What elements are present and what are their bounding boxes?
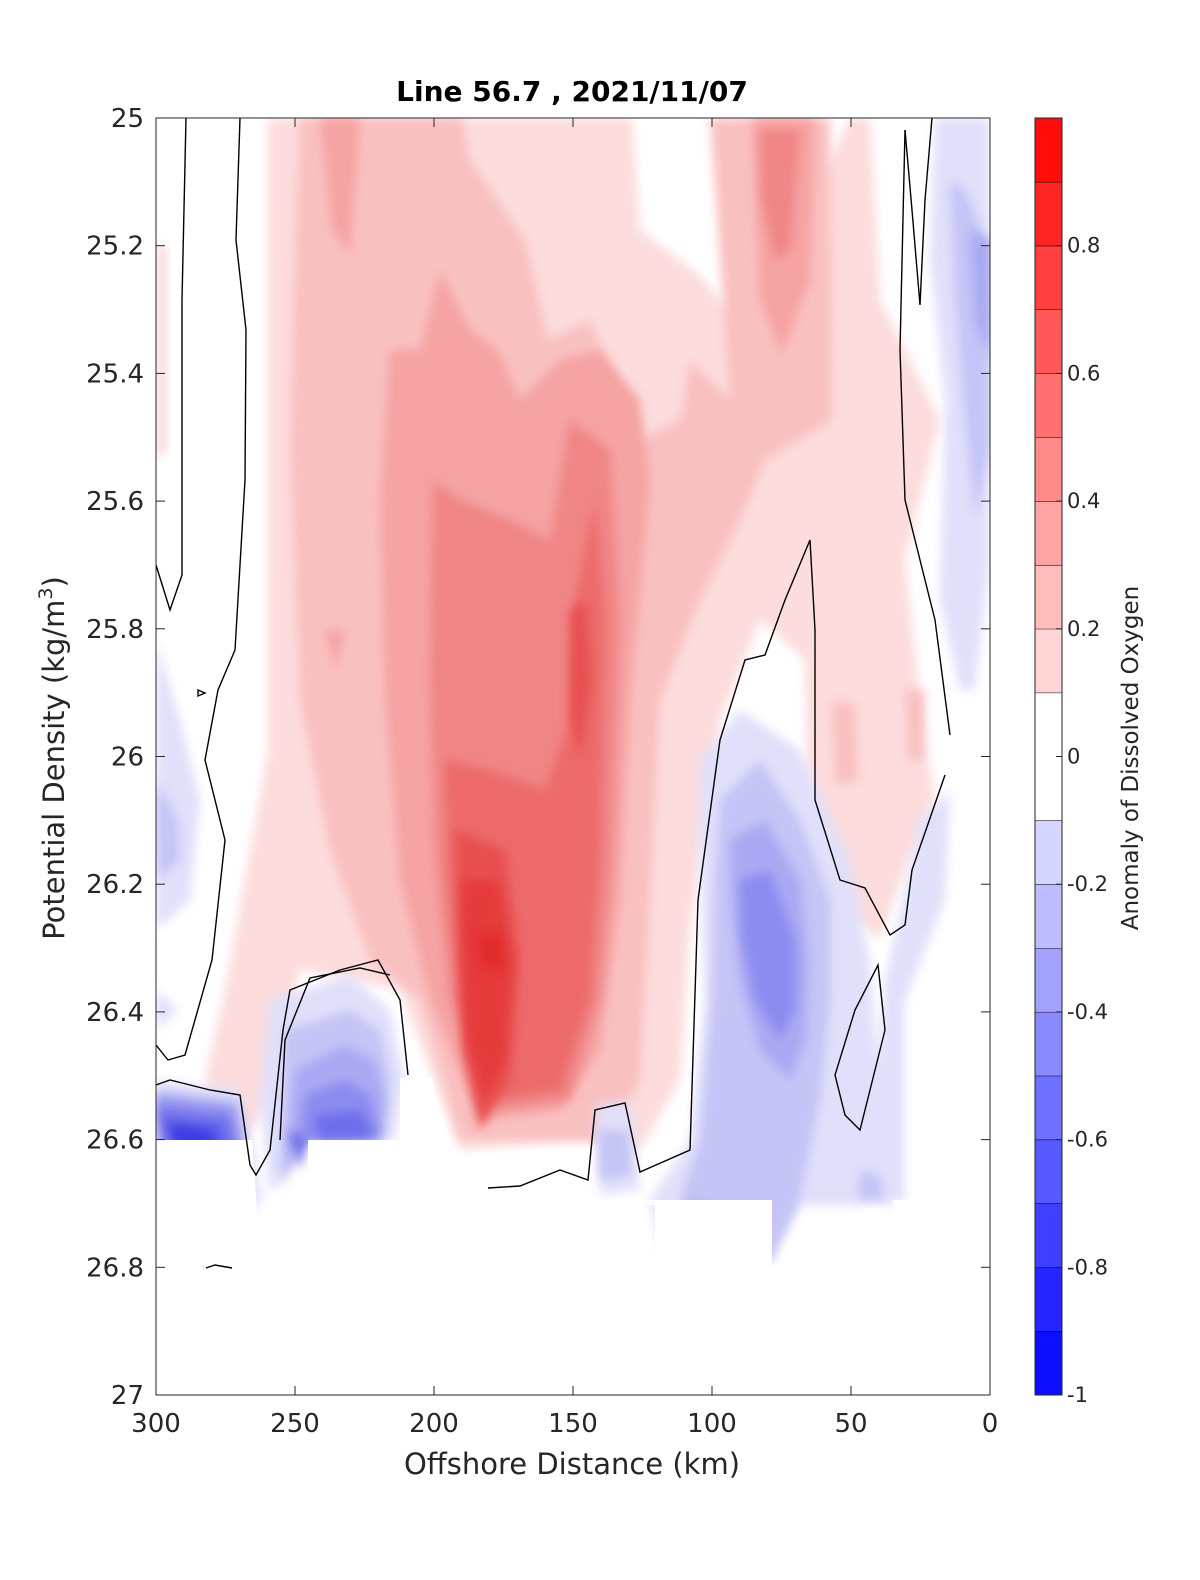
zero-contour-small — [205, 1264, 233, 1269]
colorbar-band — [1035, 1139, 1062, 1204]
x-tick-label: 0 — [982, 1409, 999, 1439]
x-tick-label: 100 — [687, 1409, 737, 1439]
colorbar-tick-label: -0.4 — [1067, 1000, 1108, 1024]
colorbar-tick-label: 0.2 — [1067, 617, 1100, 641]
colorbar-label: Anomaly of Dissolved Oxygen — [1118, 586, 1144, 931]
y-tick-label: 26.8 — [86, 1253, 144, 1283]
colorbar-band — [1035, 373, 1062, 438]
colorbar-band — [1035, 1203, 1062, 1268]
y-axis-label-close: ) — [37, 576, 71, 587]
zero-contour-lines — [156, 118, 951, 1269]
x-axis: 300 250 200 150 100 50 0 — [131, 118, 998, 1439]
x-axis-label: Offshore Distance (km) — [404, 1447, 740, 1481]
colorbar-tick-label: -0.8 — [1067, 1255, 1108, 1279]
colorbar-band — [1035, 1011, 1062, 1076]
chart-title: Line 56.7 , 2021/11/07 — [396, 75, 748, 108]
colorbar-band — [1035, 820, 1062, 885]
zero-contour-inner-bottom — [279, 967, 391, 1141]
colorbar-band — [1035, 501, 1062, 565]
colorbar-band — [1035, 564, 1062, 629]
zero-contour-loop — [834, 962, 886, 1132]
zero-contour-bottom — [156, 959, 409, 1177]
x-tick-label: 150 — [548, 1409, 598, 1439]
y-axis-label-main: Potential Density (kg/m — [37, 600, 71, 940]
zero-contour-offshore — [156, 118, 187, 613]
y-tick-label: 26.6 — [86, 1126, 144, 1156]
zero-contour-coast-2 — [904, 118, 933, 306]
colorbar-tick-label: -0.2 — [1067, 872, 1108, 896]
y-tick-label: 25.8 — [86, 615, 144, 645]
zero-contour-offshore-2 — [156, 118, 247, 1061]
colorbar-band — [1035, 1267, 1062, 1332]
colorbar-tick-label: 0.8 — [1067, 234, 1100, 258]
y-axis-label: Potential Density (kg/m3) — [35, 576, 71, 940]
contour-fill-layer — [156, 118, 990, 1395]
zero-contour-deep — [487, 539, 946, 1189]
colorbar-tick-label: -0.6 — [1067, 1128, 1108, 1152]
colorbar: 0.8 0.6 0.4 0.2 0 -0.2 -0.4 -0.6 -0.8 -1 — [1034, 117, 1108, 1407]
contour-region-neg-0-4 — [158, 870, 795, 1190]
x-tick-label: 250 — [270, 1409, 320, 1439]
colorbar-tick-label: 0.6 — [1067, 361, 1100, 385]
contour-region-pos-0-8 — [476, 932, 505, 970]
colorbar-band — [1035, 1075, 1062, 1140]
no-data-mask-deep — [156, 1265, 990, 1395]
no-data-mask-notch — [400, 1078, 655, 1205]
colorbar-tick-label: 0.4 — [1067, 489, 1100, 513]
y-tick-label: 25 — [111, 104, 144, 134]
contour-region-pos-edge — [156, 240, 168, 460]
y-tick-label: 27 — [111, 1381, 144, 1411]
y-tick-label: 25.2 — [86, 232, 144, 262]
x-tick-label: 50 — [834, 1409, 867, 1439]
y-tick-label: 25.6 — [86, 487, 144, 517]
colorbar-band — [1035, 118, 1062, 182]
colorbar-band — [1035, 245, 1062, 310]
x-tick-label: 300 — [131, 1409, 181, 1439]
colorbar-band — [1035, 1331, 1062, 1395]
contour-region-pos-0-2b — [832, 690, 925, 785]
y-tick-label: 26.4 — [86, 998, 144, 1028]
colorbar-band — [1035, 948, 1062, 1012]
plot-area — [155, 117, 991, 1396]
colorbar-tick-label: -1 — [1067, 1383, 1088, 1407]
colorbar-band — [1035, 437, 1062, 502]
colorbar-tick-label: 0 — [1067, 745, 1080, 769]
y-tick-label: 25.4 — [86, 359, 144, 389]
zero-contour-coast — [899, 129, 951, 736]
colorbar-band — [1035, 181, 1062, 246]
colorbar-band — [1035, 884, 1062, 949]
y-tick-label: 26.2 — [86, 870, 144, 900]
colorbar-band — [1035, 309, 1062, 374]
y-axis: 25 25.2 25.4 25.6 25.8 26 26.2 26.4 26.6 26.8 27 — [86, 104, 990, 1411]
y-axis-label-sup: 3 — [35, 587, 57, 599]
contour-region-pos-0-4b — [760, 130, 800, 260]
x-tick-label: 200 — [409, 1409, 459, 1439]
colorbar-band — [1035, 628, 1062, 693]
y-tick-label: 26 — [111, 743, 144, 773]
zero-contour-tiny — [197, 688, 207, 698]
